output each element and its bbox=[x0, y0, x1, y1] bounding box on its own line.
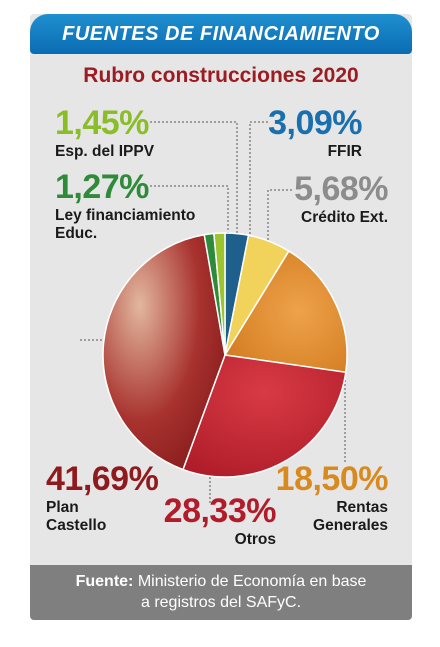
label-credito-ext: 5,68% Crédito Ext. bbox=[294, 172, 388, 227]
label-ffir: 3,09% FFIR bbox=[268, 106, 362, 161]
slice-rentas-generales bbox=[223, 250, 348, 374]
label-esp-ippv: 1,45% Esp. del IPPV bbox=[55, 106, 154, 161]
label-otros: 28,33% Otros bbox=[163, 492, 277, 549]
label-rentas-generales: 18,50% Rentas Generales bbox=[275, 460, 389, 536]
pct-credito-ext: 5,68% bbox=[294, 170, 388, 208]
name-otros: Otros bbox=[234, 531, 276, 548]
slice-esp-ippv bbox=[213, 232, 226, 356]
name-rentas-line2: Generales bbox=[313, 517, 388, 535]
slice-otros bbox=[182, 354, 347, 478]
title-banner: FUENTES DE FINANCIAMIENTO bbox=[30, 14, 412, 54]
name-esp-ippv: Esp. del IPPV bbox=[55, 143, 155, 160]
name-rentas-line1: Rentas bbox=[336, 499, 388, 516]
source-label: Fuente: bbox=[75, 572, 134, 590]
pie-slices bbox=[102, 232, 348, 478]
name-rentas-generales: Rentas Generales bbox=[276, 499, 388, 536]
leader-esp-ippv bbox=[150, 121, 238, 250]
leader-ffir bbox=[249, 121, 268, 258]
pct-esp-ippv: 1,45% bbox=[55, 104, 149, 142]
name-ley-financiamiento: Ley financiamiento Educ. bbox=[55, 207, 195, 244]
source-text-line2: a registros del SAFyC. bbox=[140, 593, 302, 611]
banner-title: FUENTES DE FINANCIAMIENTO bbox=[62, 22, 380, 45]
name-plan-castello: Plan Castello bbox=[46, 499, 158, 536]
name-ley-line2: Educ. bbox=[55, 225, 98, 243]
name-plan-line1: Plan bbox=[46, 499, 79, 516]
label-plan-castello: 41,69% Plan Castello bbox=[46, 460, 159, 536]
name-credito-ext: Crédito Ext. bbox=[301, 209, 388, 226]
pct-ley-financiamiento: 1,27% bbox=[55, 168, 149, 206]
pct-plan-castello: 41,69% bbox=[46, 460, 159, 498]
source-footer: Fuente: Ministerio de Economía en base a… bbox=[30, 565, 412, 620]
name-ley-line1: Ley financiamiento bbox=[55, 207, 196, 224]
name-plan-line2: Castello bbox=[46, 517, 107, 535]
pct-otros: 28,33% bbox=[163, 492, 277, 530]
source-text-line1: Ministerio de Economía en base bbox=[137, 572, 367, 590]
chart-subtitle: Rubro construcciones 2020 bbox=[83, 64, 359, 87]
name-ffir: FFIR bbox=[327, 143, 362, 160]
leader-ley-financiamiento bbox=[150, 185, 229, 250]
pct-rentas-generales: 18,50% bbox=[275, 460, 389, 498]
label-ley-financiamiento: 1,27% Ley financiamiento Educ. bbox=[55, 170, 195, 244]
slice-plan-castello bbox=[102, 233, 226, 471]
pct-ffir: 3,09% bbox=[268, 104, 362, 142]
